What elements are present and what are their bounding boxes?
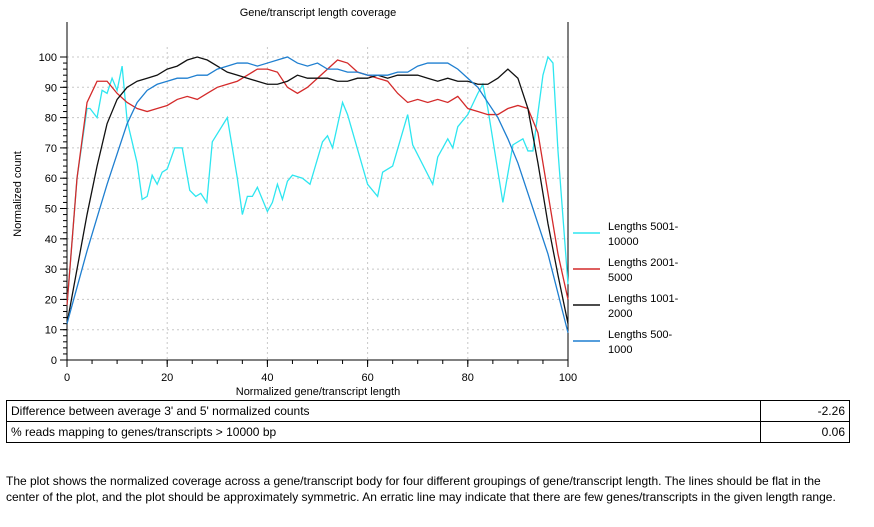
coverage-chart: Gene/transcript length coverage Normaliz… [12,7,679,398]
y-tick-label: 20 [45,294,57,306]
series-line [66,56,569,333]
x-tick-label: 20 [161,372,173,384]
table-row: Difference between average 3' and 5' nor… [6,400,851,422]
row-value: -2.26 [759,400,851,422]
x-tick-label: 40 [261,372,273,384]
y-tick-label: 90 [45,82,57,94]
x-tick-label: 0 [64,372,70,384]
summary-table: Difference between average 3' and 5' nor… [6,400,851,443]
legend-label: 5000 [608,272,632,284]
description-text: The plot shows the normalized coverage a… [6,474,836,504]
y-axis-label: Normalized count [12,151,24,237]
y-tick-label: 80 [45,113,57,125]
table-row: % reads mapping to genes/transcripts > 1… [6,421,851,443]
y-tick-label: 60 [45,173,57,185]
y-tick-label: 10 [45,325,57,337]
legend-label: 2000 [608,308,632,320]
chart-title: Gene/transcript length coverage [240,7,397,19]
legend-label: Lengths 2001- [608,257,679,269]
legend-label: Lengths 5001- [608,221,679,233]
series-line [66,55,569,306]
row-label: % reads mapping to genes/transcripts > 1… [6,421,761,443]
x-tick-label: 100 [559,372,577,384]
y-tick-label: 70 [45,143,57,155]
y-tick-label: 40 [45,234,57,246]
legend-label: Lengths 1001- [608,293,679,305]
row-value: 0.06 [759,421,851,443]
y-tick-label: 30 [45,264,57,276]
y-tick-label: 0 [51,355,57,367]
x-tick-label: 80 [462,372,474,384]
legend-label: 10000 [608,236,639,248]
series-line [66,56,569,324]
x-tick-label: 60 [361,372,373,384]
row-label: Difference between average 3' and 5' nor… [6,400,761,422]
y-tick-label: 50 [45,204,57,216]
legend-label: 1000 [608,344,632,356]
legend-label: Lengths 500- [608,329,673,341]
x-axis-label: Normalized gene/transcript length [236,386,400,398]
y-tick-label: 100 [39,52,57,64]
